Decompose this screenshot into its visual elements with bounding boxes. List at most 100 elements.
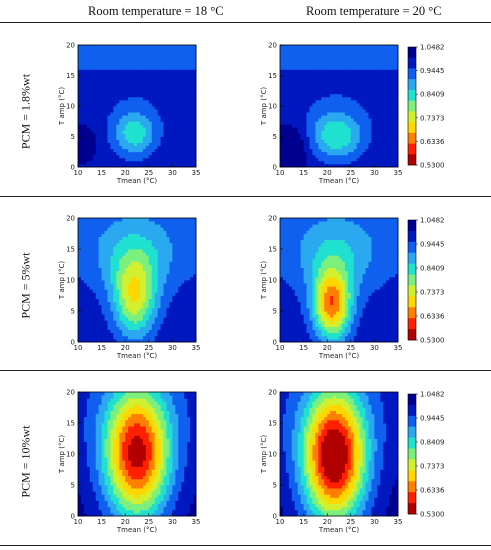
contour-cell <box>300 157 304 162</box>
contour-cell <box>128 136 132 140</box>
contour-cell <box>166 307 170 312</box>
contour-cell <box>353 151 358 156</box>
contour-cell <box>101 78 105 82</box>
contour-cell <box>306 63 310 67</box>
contour-cell <box>187 230 191 234</box>
contour-cell <box>78 298 82 303</box>
contour-cell <box>122 239 126 244</box>
contour-cell <box>163 45 167 49</box>
contour-cell <box>157 326 161 330</box>
contour-cell <box>386 142 390 147</box>
contour-cell <box>160 87 164 92</box>
contour-cell <box>83 127 88 131</box>
contour-cell <box>83 48 88 52</box>
contour-cell <box>297 163 302 168</box>
contour-cell <box>113 233 117 237</box>
contour-cell <box>336 60 340 64</box>
contour-cell <box>148 261 153 265</box>
contour-cell <box>291 99 296 104</box>
contour-cell <box>309 115 313 119</box>
contour-cell <box>312 130 316 134</box>
contour-cell <box>306 130 310 134</box>
contour-cell <box>78 301 82 306</box>
contour-cell <box>116 54 120 58</box>
contour-cell <box>142 99 147 104</box>
contour-cell <box>362 87 366 92</box>
contour-cell <box>169 151 173 156</box>
contour-cell <box>154 332 159 337</box>
contour-cell <box>137 133 141 137</box>
contour-cell <box>172 264 176 268</box>
contour-cell <box>330 87 334 92</box>
contour-cell <box>377 127 381 131</box>
contour-cell <box>347 160 352 165</box>
contour-cell <box>160 332 164 337</box>
contour-cell <box>169 157 173 162</box>
colorbar-tick-label: 0.6336 <box>420 138 445 146</box>
contour-cell <box>125 115 129 119</box>
contour-cell <box>383 118 387 122</box>
contour-cell <box>131 154 135 159</box>
contour-cell <box>300 136 304 140</box>
contour-cell <box>92 264 97 268</box>
contour-cell <box>134 99 138 104</box>
contour-cell <box>83 252 88 256</box>
contour-cell <box>142 245 147 250</box>
contour-cell <box>371 48 375 52</box>
contour-cell <box>368 93 372 98</box>
contour-cell <box>101 75 105 79</box>
contour-cell <box>163 273 167 278</box>
contour-cell <box>98 57 102 61</box>
contour-cell <box>178 51 182 55</box>
contour-cell <box>291 78 296 82</box>
contour-cell <box>175 252 179 256</box>
contour-cell <box>395 75 399 79</box>
contour-cell <box>392 90 396 95</box>
contour-cell <box>374 151 378 156</box>
contour-cell <box>309 145 313 150</box>
contour-cell <box>356 54 361 58</box>
contour-cell <box>297 160 302 165</box>
contour-cell <box>154 136 159 140</box>
contour-cell <box>181 280 185 284</box>
contour-cell <box>119 115 123 119</box>
contour-cell <box>104 258 108 262</box>
contour-cell <box>336 81 340 86</box>
contour-cell <box>154 109 159 113</box>
y-tick-label: 10 <box>268 103 277 111</box>
contour-cell <box>291 154 296 159</box>
contour-cell <box>142 154 147 159</box>
contour-cell <box>193 233 197 237</box>
contour-cell <box>83 163 88 168</box>
contour-cell <box>190 45 194 49</box>
contour-cell <box>181 218 185 222</box>
contour-cell <box>350 160 355 165</box>
contour-cell <box>101 151 105 156</box>
contour-cell <box>362 96 366 101</box>
contour-cell <box>190 102 194 107</box>
contour-cell <box>83 218 88 222</box>
contour-cell <box>119 252 123 256</box>
contour-cell <box>80 81 85 86</box>
contour-cell <box>318 148 322 153</box>
contour-cell <box>306 99 310 104</box>
contour-cell <box>86 75 91 79</box>
contour-cell <box>312 148 316 153</box>
contour-cell <box>374 118 378 122</box>
contour-cell <box>78 245 82 250</box>
contour-cell <box>380 127 384 131</box>
contour-cell <box>116 233 120 237</box>
contour-cell <box>184 69 188 73</box>
contour-cell <box>137 139 141 143</box>
contour-cell <box>134 252 138 256</box>
contour-cell <box>184 124 188 128</box>
contour-cell <box>131 115 135 119</box>
contour-cell <box>380 45 384 49</box>
contour-cell <box>341 90 346 95</box>
contour-cell <box>107 273 111 278</box>
contour-cell <box>353 106 358 110</box>
contour-cell <box>125 81 129 86</box>
contour-cell <box>137 148 141 153</box>
contour-cell <box>154 66 159 70</box>
contour-cell <box>95 307 100 312</box>
